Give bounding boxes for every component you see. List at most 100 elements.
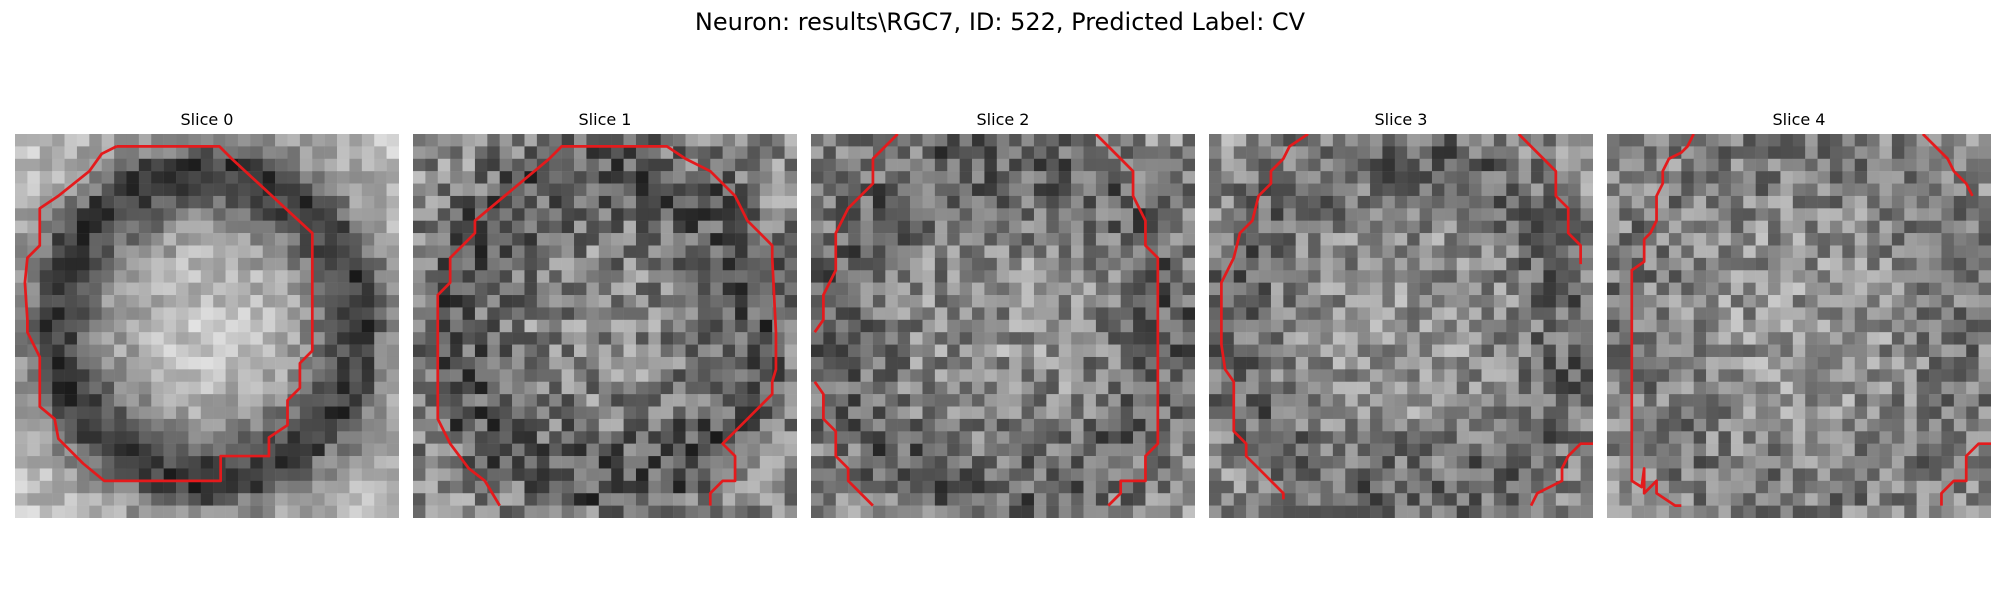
image-pixel	[1419, 344, 1433, 358]
image-pixel	[885, 220, 898, 234]
image-pixel	[848, 158, 861, 172]
image-pixel	[1469, 233, 1482, 246]
image-pixel	[574, 146, 587, 160]
image-pixel	[1580, 381, 1593, 395]
image-pixel	[1718, 319, 1732, 333]
image-pixel	[114, 282, 127, 296]
image-pixel	[536, 245, 550, 259]
image-pixel	[784, 431, 797, 444]
image-pixel	[1209, 208, 1222, 221]
image-pixel	[897, 171, 911, 184]
image-pixel	[1718, 356, 1732, 370]
image-pixel	[1681, 183, 1694, 197]
image-pixel	[450, 233, 463, 246]
image-pixel	[114, 257, 127, 271]
image-pixel	[1543, 394, 1557, 407]
image-pixel	[1270, 431, 1284, 444]
image-pixel	[324, 134, 338, 147]
image-pixel	[114, 505, 127, 518]
image-pixel	[1270, 394, 1284, 407]
image-pixel	[811, 456, 824, 469]
image-pixel	[487, 307, 500, 321]
image-pixel	[1021, 381, 1035, 395]
image-pixel	[1394, 505, 1408, 518]
image-pixel	[64, 406, 78, 420]
image-pixel	[1182, 220, 1195, 234]
image-pixel	[1730, 245, 1744, 259]
image-pixel	[1904, 406, 1917, 420]
image-pixel	[860, 257, 874, 271]
image-pixel	[1891, 220, 1905, 234]
image-pixel	[1320, 406, 1334, 420]
image-pixel	[89, 394, 102, 407]
image-pixel	[1854, 493, 1868, 506]
image-pixel	[1071, 220, 1084, 234]
image-pixel	[425, 493, 439, 506]
image-pixel	[1407, 394, 1420, 407]
image-pixel	[64, 356, 78, 370]
image-pixel	[299, 394, 313, 407]
image-pixel	[1644, 171, 1657, 184]
image-pixel	[1506, 270, 1519, 283]
image-pixel	[1644, 344, 1657, 358]
image-pixel	[163, 220, 177, 234]
image-pixel	[1829, 406, 1843, 420]
image-pixel	[872, 480, 886, 494]
image-pixel	[324, 480, 338, 494]
image-pixel	[784, 307, 797, 321]
image-pixel	[1345, 146, 1358, 160]
image-pixel	[1904, 431, 1917, 444]
image-pixel	[15, 195, 28, 209]
image-pixel	[1108, 381, 1121, 395]
image-pixel	[1656, 468, 1670, 482]
image-pixel	[487, 456, 500, 469]
image-pixel	[549, 220, 562, 234]
image-pixel	[1904, 456, 1917, 469]
image-pixel	[1320, 208, 1334, 221]
image-pixel	[361, 270, 375, 283]
image-pixel	[374, 493, 387, 506]
image-pixel	[1033, 220, 1047, 234]
image-pixel	[1978, 456, 1991, 469]
image-pixel	[474, 171, 488, 184]
image-pixel	[474, 245, 488, 259]
image-pixel	[1555, 319, 1569, 333]
image-pixel	[1481, 307, 1495, 321]
image-pixel	[1283, 270, 1296, 283]
image-pixel	[959, 233, 973, 246]
image-pixel	[1258, 158, 1272, 172]
image-pixel	[176, 456, 189, 469]
image-pixel	[89, 208, 102, 221]
image-pixel	[1693, 183, 1707, 197]
image-pixel	[1755, 431, 1769, 444]
image-pixel	[188, 307, 202, 321]
slice-image-1	[413, 134, 797, 518]
image-pixel	[1108, 418, 1121, 432]
image-pixel	[759, 468, 773, 482]
image-pixel	[1009, 443, 1022, 457]
image-pixel	[1792, 456, 1806, 469]
image-pixel	[287, 245, 301, 259]
image-pixel	[710, 245, 723, 259]
image-pixel	[860, 369, 874, 382]
image-pixel	[262, 257, 276, 271]
image-pixel	[1407, 220, 1420, 234]
image-pixel	[299, 493, 313, 506]
image-pixel	[499, 369, 513, 382]
image-pixel	[15, 344, 28, 358]
image-pixel	[1108, 134, 1121, 147]
image-pixel	[126, 344, 140, 358]
image-pixel	[312, 332, 325, 345]
image-pixel	[1768, 456, 1781, 469]
image-pixel	[487, 394, 500, 407]
image-pixel	[549, 356, 562, 370]
image-pixel	[598, 295, 612, 308]
image-pixel	[1978, 480, 1991, 494]
image-pixel	[1792, 233, 1806, 246]
image-pixel	[1555, 332, 1569, 345]
image-pixel	[660, 480, 674, 494]
image-pixel	[685, 245, 699, 259]
image-pixel	[1730, 344, 1744, 358]
image-pixel	[386, 233, 399, 246]
image-pixel	[1607, 282, 1620, 296]
